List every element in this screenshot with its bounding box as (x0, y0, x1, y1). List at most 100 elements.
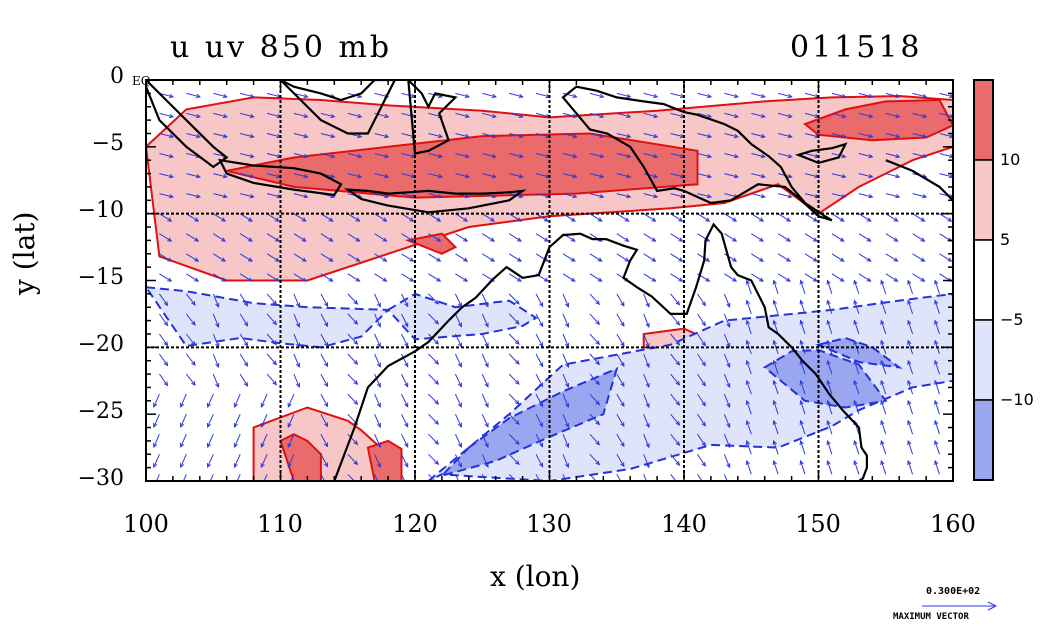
wind-vector (853, 379, 860, 395)
wind-vector (751, 153, 766, 159)
wind-vector (206, 393, 214, 408)
wind-vector (589, 433, 601, 446)
wind-vector (508, 353, 520, 365)
wind-vector (535, 213, 549, 222)
wind-vector (616, 293, 625, 307)
wind-vector (481, 454, 489, 469)
wind-vector (934, 459, 940, 475)
wind-vector (853, 359, 860, 375)
coastline (343, 188, 527, 214)
wind-vector (266, 213, 280, 222)
wind-vector (482, 253, 496, 262)
wind-vector (772, 399, 779, 415)
wind-vector (347, 453, 359, 466)
wind-vector (428, 393, 440, 405)
wind-vector (831, 213, 845, 222)
wind-vector (293, 273, 307, 282)
wind-vector (643, 173, 659, 179)
wind-vector (643, 414, 650, 429)
wind-vector (158, 373, 169, 387)
wind-vector (799, 379, 806, 395)
wind-vector (616, 393, 625, 408)
wind-vector (239, 293, 249, 307)
wind-vector (751, 193, 766, 199)
colorbar-frame (973, 79, 994, 481)
wind-vector (939, 213, 953, 222)
wind-vector (670, 433, 681, 446)
wind-vector (213, 193, 228, 199)
wind-vector (724, 133, 739, 139)
equator-label: EQ (132, 74, 151, 88)
time-label: 011518 (790, 30, 923, 65)
wind-vector (239, 353, 249, 367)
shaded-contours (146, 94, 953, 481)
wind-vector (455, 233, 469, 242)
wind-vector (158, 333, 169, 347)
wind-vector (777, 213, 791, 222)
wind-vector (745, 379, 752, 395)
wind-vector (562, 213, 576, 222)
wind-vector (723, 313, 731, 328)
contour-region (386, 292, 538, 341)
wind-vector (853, 319, 860, 335)
wind-vector (293, 233, 307, 242)
wind-vector (777, 133, 793, 139)
wind-vector (880, 379, 887, 395)
vector-legend-label: MAXIMUM VECTOR (893, 612, 969, 622)
wind-vector (454, 353, 462, 368)
wind-vector (186, 133, 201, 139)
wind-vector (724, 92, 739, 99)
wind-vector (723, 353, 731, 369)
wind-vector (401, 433, 409, 448)
wind-vector (616, 233, 630, 242)
wind-vector (482, 112, 497, 119)
wind-vector (934, 379, 940, 395)
wind-vector (374, 433, 381, 449)
wind-vector (777, 112, 793, 119)
wind-vector (643, 273, 657, 282)
wind-vector (616, 433, 625, 448)
wind-vector (535, 333, 544, 348)
wind-vector (185, 333, 196, 346)
colorbar (973, 79, 994, 481)
wind-vector (186, 112, 202, 119)
wind-vector (772, 279, 779, 295)
x-tick-label: 140 (661, 510, 707, 538)
y-tick-label: −5 (91, 131, 124, 156)
wind-vector (180, 433, 187, 449)
wind-vector (939, 112, 953, 119)
wind-vector (745, 339, 752, 355)
wind-vector (233, 393, 241, 408)
wind-vector (723, 454, 731, 469)
wind-vector (670, 453, 681, 466)
wind-vector (266, 333, 278, 346)
x-tick-label: 100 (123, 510, 169, 538)
wind-vector (880, 279, 887, 295)
wind-vector (826, 459, 833, 475)
wind-vector (374, 353, 381, 368)
wind-vector (240, 153, 255, 159)
wind-vector (562, 393, 570, 409)
wind-vector (697, 454, 706, 467)
wind-vector (347, 213, 361, 222)
wind-vector (374, 213, 388, 222)
wind-vector (939, 92, 953, 99)
wind-vector (723, 414, 731, 429)
wind-vector (772, 359, 779, 375)
wind-vector (508, 273, 522, 282)
wind-vector (428, 253, 442, 262)
wind-vector (804, 253, 818, 262)
wind-vector (320, 373, 329, 388)
wind-vector (907, 339, 914, 355)
wind-vector (347, 393, 359, 406)
wind-vector (745, 419, 752, 435)
wind-vector (293, 173, 309, 179)
wind-vector (508, 213, 522, 222)
wind-vector (562, 253, 576, 262)
wind-vector (772, 419, 779, 435)
wind-vector (206, 454, 214, 469)
wind-vector (535, 293, 544, 308)
wind-vector (912, 153, 928, 159)
wind-vector (293, 313, 301, 328)
wind-vector (643, 454, 650, 469)
